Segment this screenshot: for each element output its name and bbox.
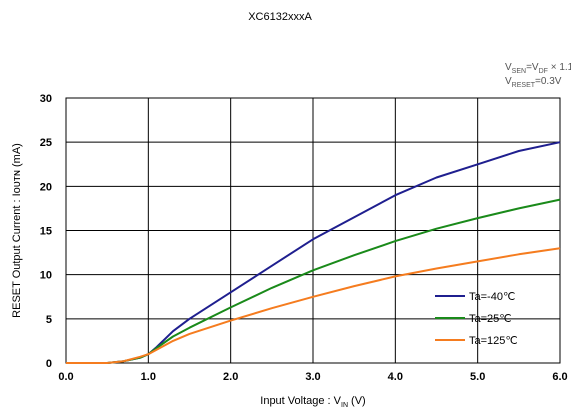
y-axis-label: RESET Output Current : Iᴏᴜᴛɴ (mA) (11, 143, 23, 318)
x-axis-label: Input Voltage : VIN (V) (260, 395, 365, 409)
y-tick-label: 10 (40, 270, 52, 282)
legend-label: Ta=-40℃ (469, 291, 515, 303)
y-tick-labels: 0 5 10 15 20 25 30 (40, 93, 52, 370)
x-tick-label: 2.0 (223, 371, 238, 383)
x-tick-label: 0.0 (58, 371, 73, 383)
legend-label: Ta=125℃ (469, 335, 518, 347)
y-tick-label: 20 (40, 181, 52, 193)
y-tick-label: 30 (40, 93, 52, 105)
legend: Ta=-40℃ Ta=25℃ Ta=125℃ (435, 291, 518, 347)
y-tick-label: 5 (46, 314, 52, 326)
x-tick-labels: 0.0 1.0 2.0 3.0 4.0 5.0 6.0 (58, 371, 567, 383)
series-lines (66, 141, 561, 364)
x-tick-label: 3.0 (305, 371, 320, 383)
series-line (66, 247, 561, 364)
y-tick-label: 15 (40, 226, 52, 238)
condition-line: VRESET=0.3V (505, 76, 562, 89)
test-conditions: VSEN=VDF × 1.1VVRESET=0.3V (505, 62, 571, 89)
x-tick-label: 5.0 (470, 371, 485, 383)
x-tick-label: 1.0 (141, 371, 156, 383)
grid-lines (66, 98, 560, 363)
condition-line: VSEN=VDF × 1.1V (505, 62, 571, 75)
x-tick-label: 4.0 (388, 371, 403, 383)
y-tick-label: 25 (40, 137, 52, 149)
x-tick-label: 6.0 (552, 371, 567, 383)
legend-label: Ta=25℃ (469, 313, 512, 325)
y-tick-label: 0 (46, 358, 52, 370)
chart-title: XC6132xxxA (248, 11, 312, 23)
